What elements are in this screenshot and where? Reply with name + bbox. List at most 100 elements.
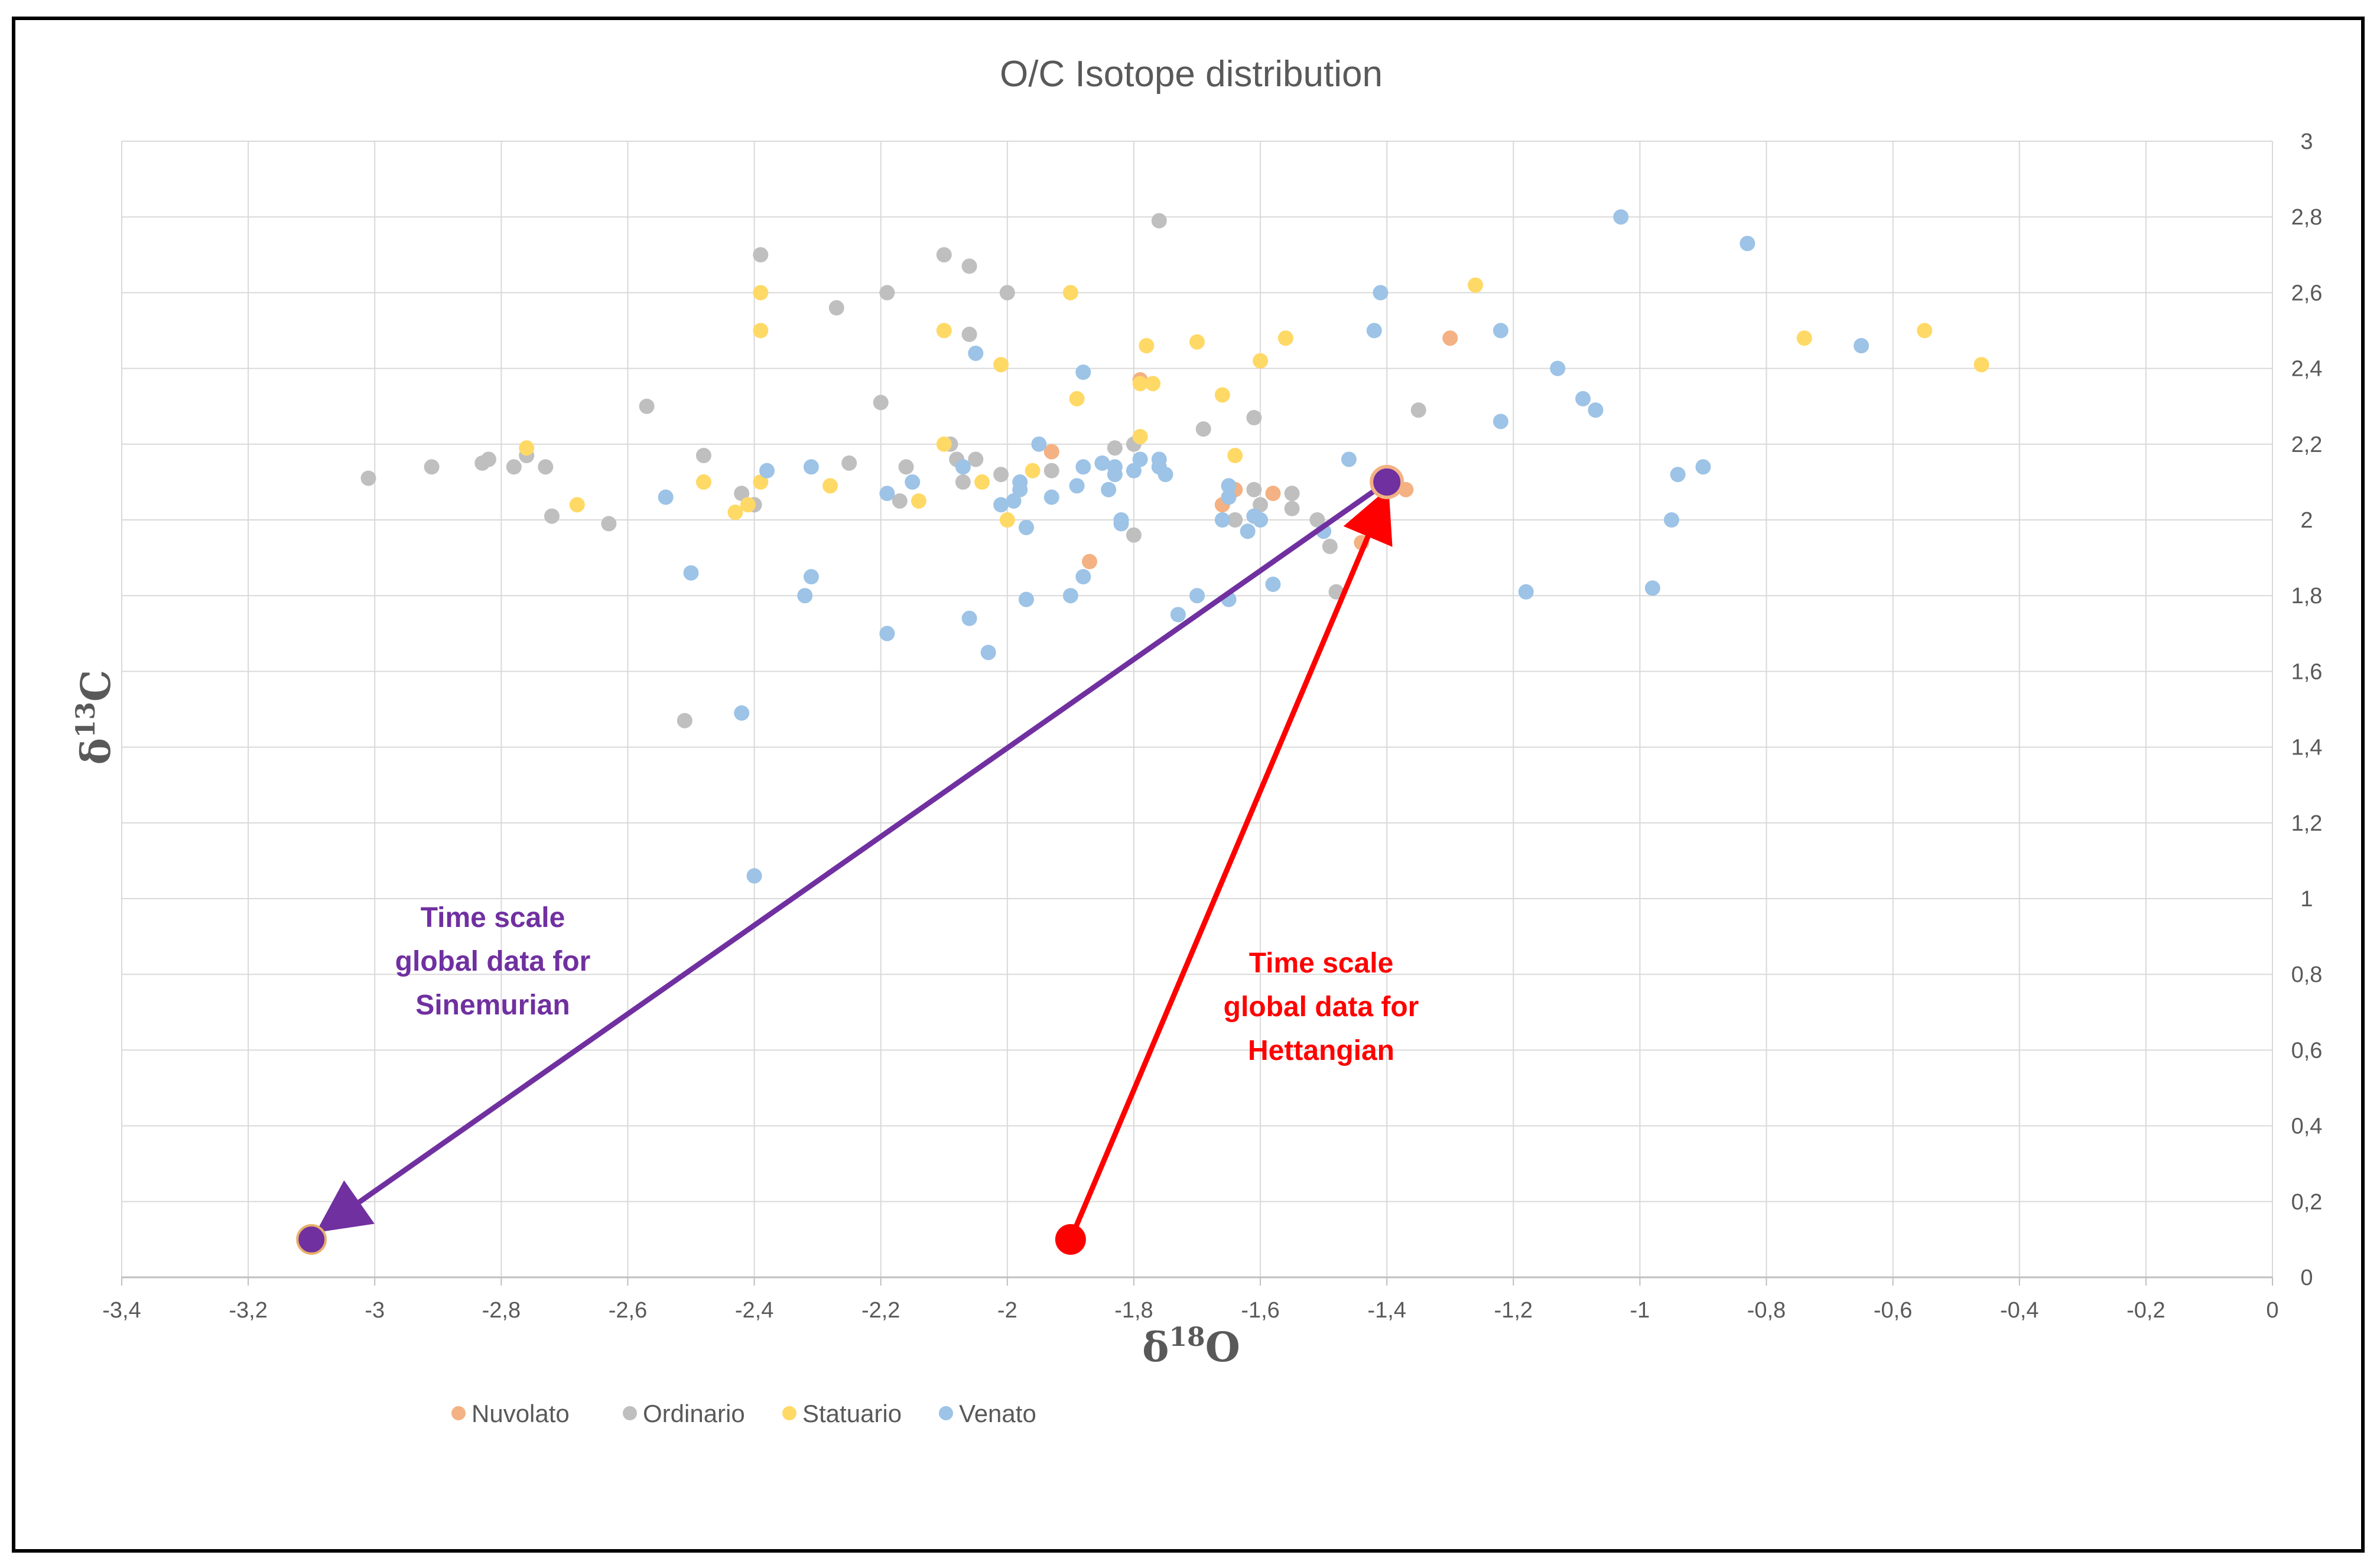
hettangian-label: Time scale global data for Hettangian — [1224, 948, 1419, 1066]
point-statuario — [999, 512, 1015, 528]
x-tick-label: -0,6 — [1874, 1298, 1912, 1323]
sinemurian-arrow — [316, 480, 1389, 1233]
point-ordinario — [1309, 512, 1325, 528]
point-ordinario — [1284, 500, 1300, 516]
y-tick-label: 0,4 — [2291, 1114, 2323, 1139]
point-statuario — [569, 497, 585, 513]
point-statuario — [727, 505, 743, 521]
point-venato — [1062, 588, 1078, 604]
point-venato — [1575, 391, 1591, 406]
point-venato — [1670, 467, 1686, 483]
point-venato — [1854, 338, 1869, 354]
point-statuario — [1253, 353, 1269, 369]
y-axis-title-sup: 13 — [71, 702, 101, 738]
point-venato — [1101, 482, 1117, 497]
point-venato — [1132, 451, 1148, 467]
x-tick-label: -2,2 — [861, 1298, 900, 1323]
point-venato — [961, 610, 977, 626]
point-ordinario — [1284, 486, 1300, 502]
chart-title: O/C Isotope distribution — [1000, 54, 1383, 95]
point-statuario — [1214, 387, 1230, 403]
x-tick-label: -3,2 — [229, 1298, 267, 1323]
legend-label-ordinario: Ordinario — [643, 1400, 745, 1427]
point-ordinario — [898, 459, 914, 475]
x-axis-title-base: δ — [1142, 1324, 1169, 1371]
point-statuario — [936, 323, 952, 339]
point-statuario — [974, 474, 990, 490]
sinemurian-label-line: Sinemurian — [415, 990, 570, 1021]
point-venato — [1663, 512, 1679, 528]
x-tick-label: -3,4 — [102, 1298, 141, 1323]
x-axis-title-sup: 18 — [1169, 1322, 1205, 1352]
x-axis-title: δ18O — [1142, 1322, 1240, 1371]
point-ordinario — [1043, 463, 1059, 479]
point-ordinario — [1195, 421, 1211, 437]
point-venato — [1075, 569, 1091, 585]
point-ordinario — [360, 470, 376, 486]
hettangian-label-line: global data for — [1224, 991, 1419, 1023]
point-ordinario — [424, 459, 440, 475]
point-venato — [1221, 478, 1237, 494]
point-ordinario — [753, 247, 769, 263]
hettangian-label-line: Time scale — [1249, 948, 1394, 979]
point-ordinario — [892, 493, 908, 509]
point-venato — [746, 868, 762, 884]
point-ordinario — [538, 459, 554, 475]
point-venato — [1094, 455, 1110, 471]
point-venato — [980, 645, 996, 661]
point-nuvolato — [1043, 444, 1059, 460]
point-ordinario — [1227, 512, 1243, 528]
point-venato — [1265, 576, 1281, 592]
point-ordinario — [1246, 409, 1262, 425]
x-tick-label: -2,4 — [735, 1298, 773, 1323]
point-venato — [1069, 478, 1085, 494]
point-ordinario — [936, 247, 952, 263]
point-ordinario — [1322, 538, 1338, 554]
point-statuario — [911, 493, 926, 509]
x-tick-label: -0,8 — [1747, 1298, 1786, 1323]
y-tick-label: 2,4 — [2291, 357, 2323, 382]
y-tick-label: 0,2 — [2291, 1190, 2323, 1215]
scatter-chart: O/C Isotope distribution -3,4 -3,2 -3 -2,8-… — [71, 54, 2322, 1427]
point-ordinario — [1246, 482, 1262, 497]
point-statuario — [753, 285, 769, 301]
x-tick-label: -2,6 — [609, 1298, 647, 1323]
point-venato — [879, 486, 895, 502]
point-venato — [1613, 209, 1629, 225]
annotations: Time scale global data for SinemurianTime … — [296, 464, 1419, 1255]
point-venato — [1373, 285, 1389, 301]
point-venato — [1126, 463, 1142, 479]
x-tick-label: -1,2 — [1494, 1298, 1533, 1323]
point-venato — [1075, 365, 1091, 380]
legend-label-nuvolato: Nuvolato — [472, 1400, 570, 1427]
hettangian-arrow — [1068, 487, 1393, 1241]
y-tick-label: 0,6 — [2291, 1038, 2323, 1063]
y-tick-label: 3 — [2300, 129, 2313, 154]
point-ordinario — [639, 398, 655, 414]
point-statuario — [1069, 391, 1085, 406]
y-axis-title-base: δ — [73, 738, 120, 765]
y-tick-label: 0,8 — [2291, 962, 2323, 987]
point-venato — [1113, 512, 1129, 528]
point-venato — [955, 459, 971, 475]
x-tick-label: -1,8 — [1114, 1298, 1153, 1323]
point-ordinario — [1151, 213, 1167, 229]
x-tick-label: -1,6 — [1241, 1298, 1279, 1323]
point-statuario — [993, 357, 1009, 373]
point-venato — [1221, 489, 1237, 505]
legend: Nuvolato Ordinario Statuario Venato — [451, 1400, 1036, 1427]
point-venato — [803, 569, 819, 585]
tick-labels: -3,4 -3,2 -3 -2,8 -2,6 -2,4 -2,2 -2 -1,8 -1,6 -1,4… — [102, 129, 2322, 1323]
point-venato — [683, 565, 699, 581]
point-venato — [1107, 467, 1123, 483]
y-axis-title: δ13C — [71, 670, 120, 765]
point-ordinario — [1253, 497, 1269, 513]
point-statuario — [1468, 277, 1484, 293]
point-ordinario — [955, 474, 971, 490]
y-tick-label: 2,6 — [2291, 281, 2323, 305]
point-venato — [905, 474, 921, 490]
y-tick-label: 2,2 — [2291, 432, 2323, 457]
point-venato — [993, 497, 1009, 513]
point-statuario — [753, 474, 769, 490]
y-tick-label: 2,8 — [2291, 205, 2323, 230]
